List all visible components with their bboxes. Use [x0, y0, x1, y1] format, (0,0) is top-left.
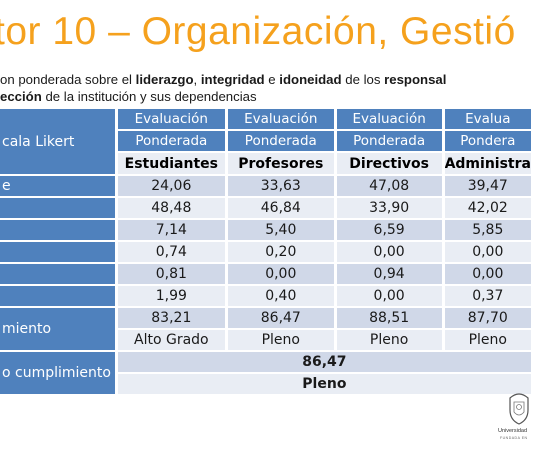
table-cell: 0,37: [443, 285, 534, 308]
row-label: e: [0, 175, 118, 198]
header-evaluacion: Evalua: [443, 109, 534, 131]
row-label: [0, 241, 118, 264]
table-row: 48,48 46,84 33,90 42,02: [0, 197, 534, 220]
table-cell: 33,63: [226, 175, 337, 198]
overall-row: o cumplimiento 86,47: [0, 351, 534, 396]
row-label: [0, 219, 118, 242]
table-cell: 0,81: [116, 263, 228, 286]
table-cell: 88,51: [335, 307, 445, 330]
logo-subtext: FUNDADA EN: [500, 436, 528, 440]
row-label: [0, 285, 118, 308]
header-evaluacion: Evaluación: [226, 109, 337, 131]
likert-scale-header: cala Likert: [0, 109, 118, 176]
subtitle-line-2: ección de la institución y sus dependenc…: [0, 88, 534, 105]
crest-icon: [509, 393, 529, 425]
table-row: 0,74 0,20 0,00 0,00: [0, 241, 534, 264]
subtitle-bold: integridad: [200, 72, 265, 87]
grade-cell: Alto Grado: [116, 329, 228, 352]
header-ponderada: Ponderada: [226, 130, 337, 153]
subtitle-text: de los: [341, 72, 385, 87]
table-cell: 0,20: [226, 241, 337, 264]
header-evaluacion: Evaluación: [116, 109, 228, 131]
table-cell: 0,74: [116, 241, 228, 264]
grade-cell: Pleno: [335, 329, 445, 352]
table-cell: 7,14: [116, 219, 228, 242]
grade-cell: Pleno: [443, 329, 534, 352]
header-ponderada: Ponderada: [116, 130, 228, 153]
table-cell: 1,99: [116, 285, 228, 308]
header-ponderada: Pondera: [443, 130, 534, 153]
group-estudiantes: Estudiantes: [116, 152, 228, 176]
subtitle-bold: liderazgo: [135, 72, 194, 87]
table-row: e 24,06 33,63 47,08 39,47: [0, 175, 534, 198]
table-row: 0,81 0,00 0,94 0,00: [0, 263, 534, 286]
table-row: 7,14 5,40 6,59 5,85: [0, 219, 534, 242]
row-label: [0, 197, 118, 220]
subtitle-text: ,: [193, 72, 201, 87]
table-cell: 46,84: [226, 197, 337, 220]
header-row-groups: Estudiantes Profesores Directivos Admini…: [0, 152, 534, 176]
university-logo: Universidad FUNDADA EN: [498, 392, 534, 452]
group-administrativos: Administra: [443, 152, 534, 176]
table-cell: 24,06: [116, 175, 228, 198]
table-cell: 0,94: [335, 263, 445, 286]
table-cell: 0,00: [443, 241, 534, 264]
subtitle-text: on ponderada sobre el: [0, 72, 136, 87]
row-label: [0, 263, 118, 286]
table-cell: 83,21: [116, 307, 228, 330]
overall-grade-row: Pleno: [0, 373, 534, 396]
table-cell: 47,08: [335, 175, 445, 198]
subtitle-line-1: on ponderada sobre el liderazgo, integri…: [0, 71, 534, 88]
overall-value: 86,47: [116, 351, 534, 374]
evaluation-table: cala Likert Evaluación Evaluación Evalua…: [0, 109, 534, 396]
grade-cell: Pleno: [226, 329, 337, 352]
group-directivos: Directivos: [335, 152, 445, 176]
table-cell: 0,00: [335, 241, 445, 264]
header-row-2: Ponderada Ponderada Ponderada Pondera: [0, 130, 534, 153]
slide-subtitle: on ponderada sobre el liderazgo, integri…: [0, 71, 534, 105]
subtitle-bold: responsal: [384, 72, 447, 87]
table-cell: 0,00: [335, 285, 445, 308]
cumplimiento-label: miento: [0, 307, 118, 352]
subtitle-bold: ección: [0, 89, 42, 104]
table-cell: 5,40: [226, 219, 337, 242]
table-cell: 33,90: [335, 197, 445, 220]
group-profesores: Profesores: [226, 152, 337, 176]
slide-title: tor 10 – Organización, Gestió: [0, 10, 516, 53]
table-cell: 86,47: [226, 307, 337, 330]
table-cell: 6,59: [335, 219, 445, 242]
grade-row: Alto Grado Pleno Pleno Pleno: [0, 329, 534, 352]
table-cell: 39,47: [443, 175, 534, 198]
table-cell: 0,40: [226, 285, 337, 308]
table-cell: 87,70: [443, 307, 534, 330]
cumplimiento-row: miento 83,21 86,47 88,51 87,70: [0, 307, 534, 352]
table-cell: 48,48: [116, 197, 228, 220]
header-evaluacion: Evaluación: [335, 109, 445, 131]
header-row-1: cala Likert Evaluación Evaluación Evalua…: [0, 109, 534, 176]
grado-cumplimiento-label: o cumplimiento: [0, 351, 118, 396]
subtitle-text: e: [264, 72, 280, 87]
table-row: 1,99 0,40 0,00 0,37: [0, 285, 534, 308]
table-cell: 0,00: [443, 263, 534, 286]
overall-grade: Pleno: [116, 373, 534, 396]
table-cell: 0,00: [226, 263, 337, 286]
table-cell: 42,02: [443, 197, 534, 220]
subtitle-text: de la institución y sus dependencias: [41, 89, 257, 104]
header-ponderada: Ponderada: [335, 130, 445, 153]
table-cell: 5,85: [443, 219, 534, 242]
subtitle-bold: idoneidad: [279, 72, 342, 87]
logo-text: Universidad: [498, 428, 528, 434]
